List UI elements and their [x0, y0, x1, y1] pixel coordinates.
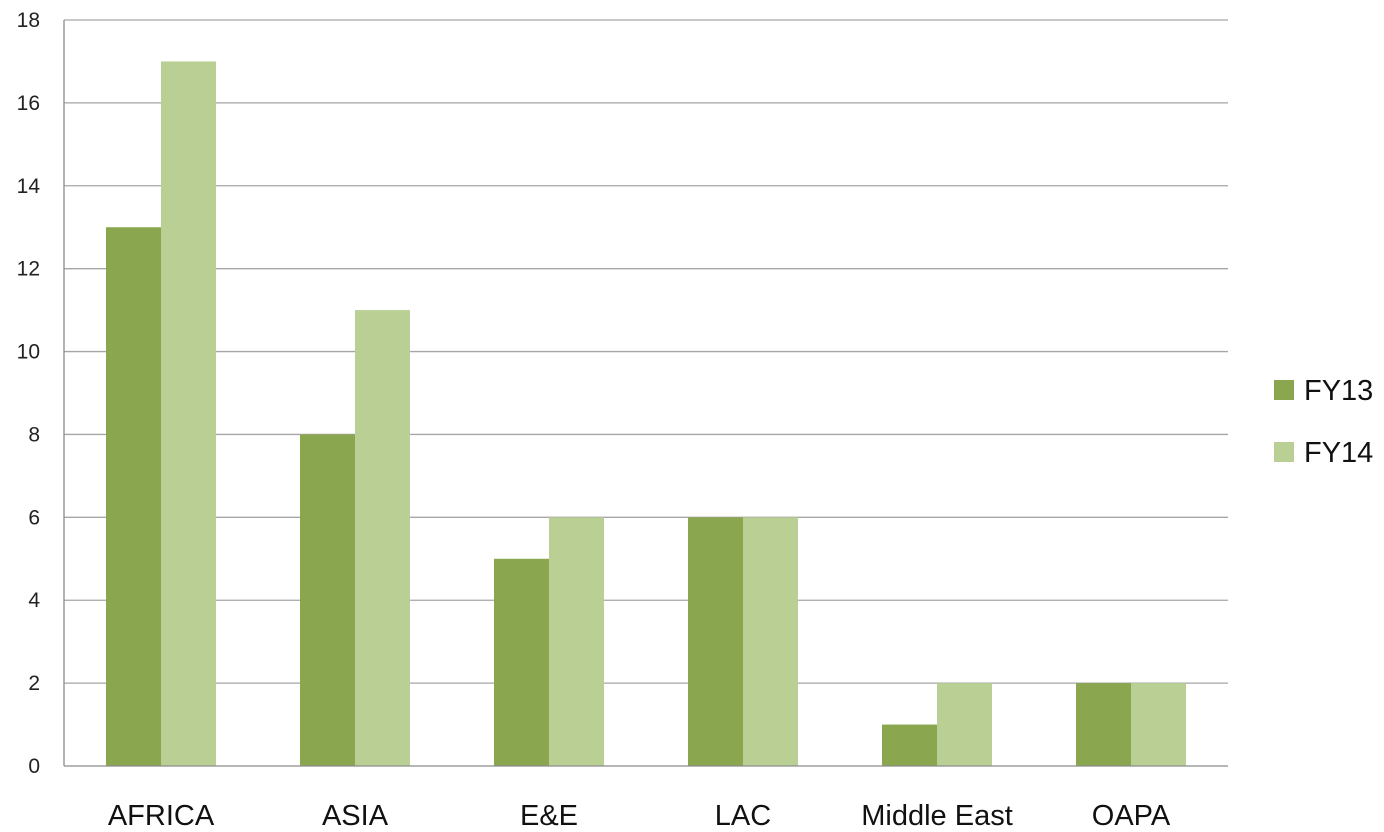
bar-fy13-5	[1076, 683, 1131, 766]
y-axis-tick-labels: 0 2 4 6 8 10 12 14 16 18	[17, 9, 41, 778]
bar-fy13-3	[688, 517, 743, 766]
axes	[63, 20, 1228, 767]
bar-fy13-0	[106, 227, 161, 766]
bar-fy14-0	[161, 61, 216, 766]
bar-fy14-2	[549, 517, 604, 766]
bar-fy14-5	[1131, 683, 1186, 766]
y-tick-label: 0	[28, 755, 40, 778]
bar-fy14-4	[937, 683, 992, 766]
x-category-label: ASIA	[322, 800, 389, 832]
y-tick-label: 2	[28, 672, 40, 695]
bar-fy13-1	[300, 434, 355, 766]
y-tick-label: 8	[28, 423, 40, 446]
legend-label-fy13: FY13	[1304, 375, 1373, 407]
y-tick-label: 10	[17, 341, 40, 364]
y-tick-label: 16	[17, 92, 40, 115]
x-category-label: OAPA	[1092, 800, 1171, 832]
x-category-label: LAC	[715, 800, 771, 832]
legend: FY13 FY14	[1274, 375, 1373, 469]
legend-swatch-fy14	[1274, 442, 1294, 462]
bar-fy14-1	[355, 310, 410, 766]
x-category-label: Middle East	[861, 800, 1013, 832]
gridlines	[64, 19, 1228, 684]
bars	[106, 61, 1186, 766]
x-category-label: E&E	[520, 800, 578, 832]
bar-fy14-3	[743, 517, 798, 766]
legend-label-fy14: FY14	[1304, 437, 1373, 469]
y-tick-label: 18	[17, 9, 40, 32]
x-axis-category-labels: AFRICA ASIA E&E LAC Middle East OAPA	[108, 800, 1171, 832]
y-tick-label: 4	[28, 589, 40, 612]
x-category-label: AFRICA	[108, 800, 215, 832]
bar-fy13-4	[882, 724, 937, 766]
y-tick-label: 12	[17, 258, 40, 281]
y-tick-label: 6	[28, 506, 40, 529]
bar-fy13-2	[494, 558, 549, 766]
y-tick-label: 14	[17, 175, 41, 198]
legend-swatch-fy13	[1274, 380, 1294, 400]
